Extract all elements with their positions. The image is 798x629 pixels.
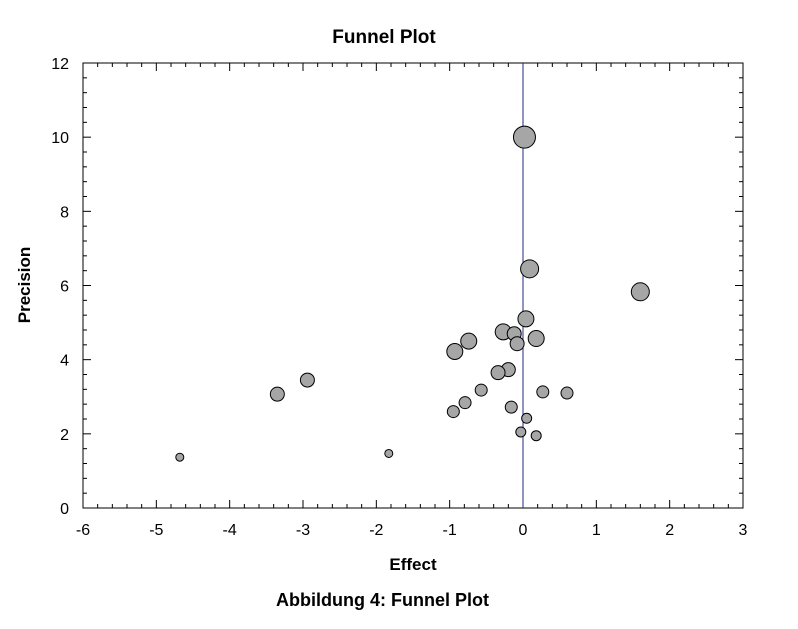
study-point bbox=[384, 448, 394, 458]
study-point bbox=[521, 412, 533, 424]
study-point bbox=[560, 386, 574, 400]
study-point bbox=[504, 400, 518, 414]
study-point bbox=[520, 259, 540, 279]
study-point bbox=[515, 426, 527, 438]
study-point bbox=[269, 386, 285, 402]
study-point bbox=[536, 385, 550, 399]
x-tick-label: -4 bbox=[223, 522, 237, 539]
axis-ticks bbox=[82, 62, 744, 509]
chart-title: Funnel Plot bbox=[332, 27, 436, 48]
y-tick-label: 2 bbox=[60, 427, 69, 444]
x-tick-label: 3 bbox=[739, 522, 748, 539]
plot-area bbox=[82, 62, 744, 509]
y-tick-label: 12 bbox=[51, 56, 69, 73]
x-tick-label: -1 bbox=[443, 522, 457, 539]
x-tick-label: -3 bbox=[296, 522, 310, 539]
x-tick-labels: -6 -5 -4 -3 -2 -1 0 1 2 3 bbox=[76, 522, 748, 539]
y-tick-label: 0 bbox=[60, 501, 69, 518]
study-point bbox=[458, 396, 472, 410]
y-axis-label: Precision bbox=[15, 247, 34, 324]
study-point bbox=[446, 343, 464, 361]
x-tick-label: -5 bbox=[149, 522, 163, 539]
study-point bbox=[517, 310, 535, 328]
x-tick-label: 0 bbox=[519, 522, 528, 539]
x-tick-label: -6 bbox=[76, 522, 90, 539]
study-point bbox=[446, 405, 460, 419]
study-point bbox=[460, 332, 478, 350]
x-axis-label: Effect bbox=[389, 555, 437, 574]
figure-caption: Abbildung 4: Funnel Plot bbox=[276, 590, 489, 610]
study-point bbox=[175, 452, 185, 462]
study-points bbox=[175, 125, 650, 462]
x-tick-label: 1 bbox=[592, 522, 601, 539]
x-tick-label: -2 bbox=[369, 522, 383, 539]
study-point bbox=[530, 430, 542, 442]
y-tick-label: 10 bbox=[51, 130, 69, 147]
study-point bbox=[474, 383, 488, 397]
y-tick-label: 4 bbox=[60, 353, 69, 370]
study-point bbox=[509, 336, 525, 352]
study-point bbox=[630, 282, 650, 302]
study-point bbox=[512, 125, 536, 149]
study-point bbox=[299, 372, 315, 388]
y-tick-label: 6 bbox=[60, 279, 69, 296]
y-tick-label: 8 bbox=[60, 204, 69, 221]
x-tick-label: 2 bbox=[665, 522, 674, 539]
y-tick-labels: 0 2 4 6 8 10 12 bbox=[51, 56, 69, 518]
study-point bbox=[527, 330, 545, 348]
study-point bbox=[490, 365, 506, 381]
